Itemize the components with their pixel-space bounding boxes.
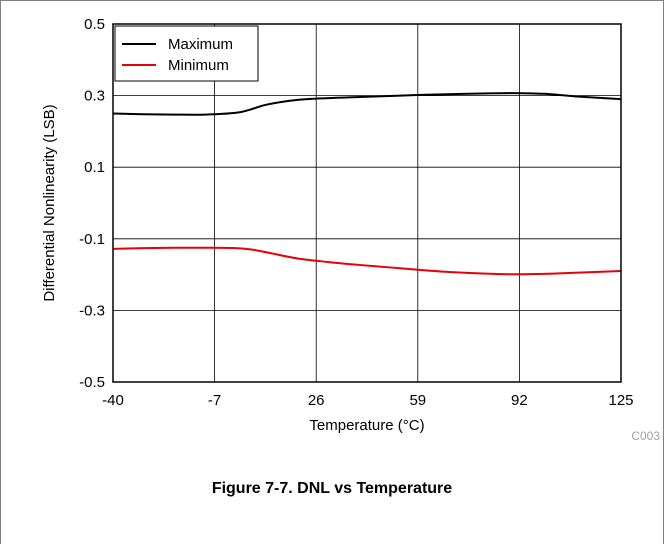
legend-label-minimum: Minimum: [168, 57, 229, 74]
legend-label-maximum: Maximum: [168, 36, 233, 53]
x-tick-label: 26: [308, 392, 325, 409]
chart-code-label: C003: [631, 429, 660, 443]
series-layer: [112, 92, 622, 276]
chart: -40 -7 26 59 92 125 -0.5 -0.3 -0.1 0.1 0.3 0.5 Tem…: [41, 16, 660, 443]
grid: [113, 24, 621, 382]
x-axis-title: Temperature (°C): [309, 417, 424, 434]
y-axis-title: Differential Nonlinearity (LSB): [41, 104, 58, 301]
y-tick-label: 0.5: [84, 16, 105, 33]
plot-area-border: [112, 23, 622, 383]
x-tick-label: 59: [409, 392, 426, 409]
y-tick-label: 0.3: [84, 88, 105, 105]
y-tick-label: 0.1: [84, 159, 105, 176]
x-tick-label: 92: [511, 392, 528, 409]
y-tick-labels: -0.5 -0.3 -0.1 0.1 0.3 0.5: [79, 16, 105, 391]
x-tick-label: -40: [102, 392, 124, 409]
y-tick-label: -0.1: [79, 231, 105, 248]
y-tick-label: -0.5: [79, 374, 105, 391]
series-line-maximum: [112, 92, 622, 116]
legend-box: [114, 25, 259, 82]
figure-caption: Figure 7-7. DNL vs Temperature: [211, 480, 453, 497]
legend: Maximum Minimum: [114, 25, 259, 82]
y-tick-label: -0.3: [79, 302, 105, 319]
x-tick-labels: -40 -7 26 59 92 125: [102, 392, 633, 409]
series-line-minimum: [112, 246, 622, 276]
x-tick-label: 125: [608, 392, 633, 409]
x-tick-label: -7: [208, 392, 221, 409]
